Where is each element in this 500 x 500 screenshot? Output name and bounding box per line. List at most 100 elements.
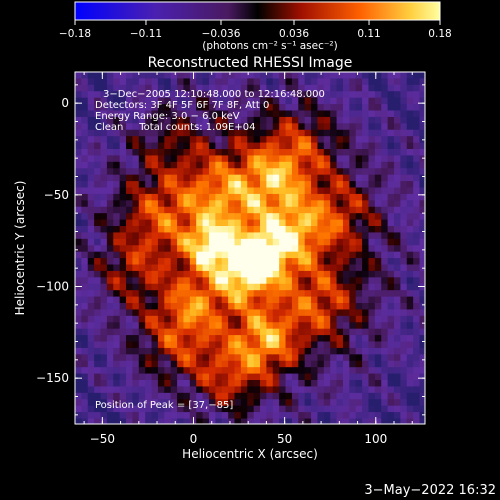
heatmap-pixel — [330, 187, 338, 195]
heatmap-pixel — [170, 264, 178, 272]
heatmap-pixel — [164, 392, 172, 400]
peak-position-label: Position of Peak = [37,−85] — [95, 400, 233, 411]
heatmap-pixel — [260, 187, 268, 195]
heatmap-pixel — [75, 354, 82, 362]
heatmap-pixel — [234, 181, 242, 189]
heatmap-pixel — [362, 360, 370, 368]
heatmap-pixel — [342, 97, 350, 105]
heatmap-pixel — [234, 405, 242, 413]
heatmap-pixel — [413, 309, 421, 317]
heatmap-pixel — [81, 84, 89, 92]
heatmap-pixel — [298, 418, 306, 424]
heatmap-pixel — [311, 136, 319, 144]
heatmap-pixel — [247, 405, 255, 413]
y-tick-label: −100 — [36, 280, 69, 294]
heatmap-pixel — [291, 405, 299, 413]
heatmap-pixel — [336, 72, 344, 80]
heatmap-pixel — [291, 335, 299, 343]
heatmap-pixel — [355, 72, 363, 80]
heatmap-pixel — [362, 155, 370, 163]
heatmap-pixel — [145, 213, 153, 221]
heatmap-pixel — [94, 200, 102, 208]
heatmap-pixel — [400, 129, 408, 137]
heatmap-pixel — [183, 213, 191, 221]
heatmap-pixel — [355, 110, 363, 118]
heatmap-pixel — [279, 315, 287, 323]
heatmap-pixel — [400, 213, 408, 221]
heatmap-pixel — [247, 226, 255, 234]
heatmap-pixel — [106, 161, 114, 169]
heatmap-pixel — [260, 347, 268, 355]
heatmap-pixel — [253, 181, 261, 189]
heatmap-pixel — [253, 347, 261, 355]
heatmap-pixel — [87, 277, 95, 285]
heatmap-pixel — [196, 193, 204, 201]
heatmap-pixel — [221, 226, 229, 234]
heatmap-pixel — [342, 386, 350, 394]
heatmap-pixel — [260, 110, 268, 118]
heatmap-pixel — [285, 277, 293, 285]
heatmap-pixel — [208, 392, 216, 400]
heatmap-pixel — [145, 412, 153, 420]
heatmap-pixel — [260, 418, 268, 424]
heatmap-pixel — [126, 373, 134, 381]
heatmap-pixel — [317, 91, 325, 99]
heatmap-pixel — [291, 219, 299, 227]
heatmap-pixel — [304, 129, 312, 137]
heatmap-pixel — [266, 347, 274, 355]
heatmap-pixel — [196, 296, 204, 304]
heatmap-pixel — [253, 322, 261, 330]
heatmap-pixel — [406, 373, 414, 381]
heatmap-pixel — [253, 161, 261, 169]
heatmap-pixel — [374, 399, 382, 407]
heatmap-pixel — [323, 232, 331, 240]
heatmap-pixel — [298, 399, 306, 407]
heatmap-pixel — [406, 161, 414, 169]
heatmap-pixel — [113, 174, 121, 182]
heatmap-pixel — [196, 392, 204, 400]
heatmap-pixel — [387, 78, 395, 86]
heatmap-pixel — [387, 149, 395, 157]
heatmap-pixel — [272, 251, 280, 259]
heatmap-pixel — [406, 97, 414, 105]
heatmap-pixel — [413, 418, 421, 424]
heatmap-pixel — [355, 309, 363, 317]
heatmap-pixel — [272, 116, 280, 124]
heatmap-pixel — [215, 405, 223, 413]
heatmap-pixel — [368, 155, 376, 163]
heatmap-pixel — [228, 232, 236, 240]
heatmap-pixel — [234, 251, 242, 259]
heatmap-pixel — [304, 226, 312, 234]
heatmap-pixel — [311, 392, 319, 400]
heatmap-pixel — [342, 110, 350, 118]
heatmap-pixel — [164, 296, 172, 304]
heatmap-pixel — [228, 296, 236, 304]
heatmap-pixel — [374, 373, 382, 381]
heatmap-pixel — [228, 142, 236, 150]
heatmap-pixel — [202, 149, 210, 157]
heatmap-pixel — [126, 181, 134, 189]
heatmap-pixel — [260, 219, 268, 227]
heatmap-pixel — [323, 213, 331, 221]
heatmap-pixel — [151, 399, 159, 407]
heatmap-pixel — [119, 373, 127, 381]
heatmap-pixel — [113, 347, 121, 355]
heatmap-pixel — [234, 392, 242, 400]
heatmap-pixel — [164, 367, 172, 375]
heatmap-pixel — [138, 277, 146, 285]
heatmap-pixel — [381, 174, 389, 182]
heatmap-pixel — [157, 277, 165, 285]
heatmap-pixel — [157, 168, 165, 176]
heatmap-pixel — [138, 97, 146, 105]
heatmap-pixel — [381, 129, 389, 137]
heatmap-pixel — [183, 347, 191, 355]
heatmap-pixel — [170, 245, 178, 253]
heatmap-pixel — [362, 347, 370, 355]
heatmap-pixel — [183, 392, 191, 400]
heatmap-pixel — [87, 354, 95, 362]
heatmap-pixel — [368, 264, 376, 272]
heatmap-pixel — [413, 219, 421, 227]
heatmap-pixel — [75, 110, 82, 118]
heatmap-pixel — [291, 303, 299, 311]
heatmap-pixel — [413, 354, 421, 362]
